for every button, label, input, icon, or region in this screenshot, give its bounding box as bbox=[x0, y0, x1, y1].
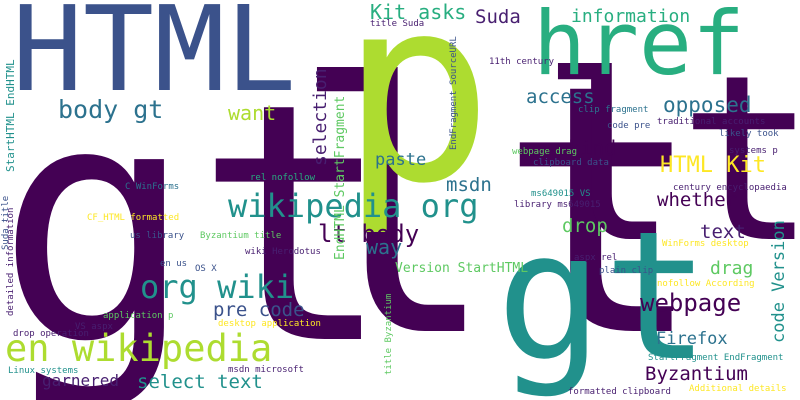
cloud-word: drop bbox=[562, 215, 608, 237]
cloud-word: EndFragment SourceURL bbox=[449, 36, 459, 150]
cloud-word: webpage bbox=[640, 289, 742, 317]
cloud-word: VS aspx bbox=[75, 322, 113, 332]
cloud-word: opposed bbox=[663, 93, 752, 117]
cloud-word: select text bbox=[137, 371, 263, 393]
cloud-word: body gt bbox=[58, 95, 164, 124]
cloud-word: lt bbox=[540, 27, 800, 294]
cloud-word: us library bbox=[130, 231, 185, 241]
cloud-word: plain clip bbox=[599, 266, 654, 276]
cloud-word: drop operation bbox=[13, 329, 89, 339]
cloud-word: clipboard data bbox=[533, 158, 609, 168]
cloud-word: HTML bbox=[12, 0, 297, 118]
cloud-word: drag bbox=[710, 258, 754, 279]
cloud-word: StartFragment EndFragment bbox=[648, 353, 784, 363]
cloud-word: en us bbox=[160, 259, 188, 269]
cloud-word: gt bbox=[0, 33, 394, 400]
cloud-word: p bbox=[340, 0, 494, 240]
cloud-word: paste bbox=[375, 150, 427, 170]
cloud-word: Additional details bbox=[689, 384, 787, 394]
cloud-word: systems p bbox=[729, 146, 778, 156]
cloud-word: detailed information bbox=[6, 207, 16, 316]
cloud-word: ms649015 VS bbox=[531, 189, 591, 199]
cloud-word: lt body bbox=[318, 220, 420, 248]
cloud-word: code pre bbox=[607, 121, 651, 131]
cloud-word: gt bbox=[496, 193, 711, 400]
cloud-word: aspx rel bbox=[574, 253, 618, 263]
cloud-word: rel nofollow bbox=[250, 173, 316, 183]
cloud-word: Firefox bbox=[656, 329, 728, 349]
cloud-word: 11th century bbox=[489, 57, 555, 67]
cloud-word: likely took bbox=[719, 129, 779, 139]
cloud-word: lt bbox=[290, 12, 706, 400]
cloud-word: wikipedia org bbox=[228, 187, 479, 225]
cloud-word: WinForms desktop bbox=[662, 239, 749, 249]
cloud-word: code Version bbox=[769, 220, 789, 343]
cloud-word: way bbox=[366, 235, 403, 259]
cloud-word: wiki Herodotus bbox=[245, 247, 321, 257]
cloud-word: application p bbox=[103, 311, 174, 321]
cloud-word: Linux systems bbox=[8, 366, 79, 376]
cloud-word: kind bbox=[568, 136, 617, 160]
cloud-word: century encyclopaedia bbox=[673, 183, 787, 193]
cloud-word: title Byzantium bbox=[384, 293, 394, 375]
cloud-word: HTML Kit bbox=[660, 153, 766, 178]
cloud-word: Byzantium bbox=[645, 363, 748, 385]
cloud-word: en wikipedia bbox=[5, 327, 273, 370]
cloud-word: library ms649015 bbox=[514, 200, 601, 210]
cloud-word: msdn bbox=[446, 174, 492, 196]
cloud-word: access bbox=[526, 86, 595, 108]
cloud-word: clip fragment bbox=[578, 105, 649, 115]
cloud-word: formatted clipboard bbox=[568, 387, 671, 397]
cloud-word: msdn microsoft bbox=[228, 365, 304, 375]
cloud-word: whether bbox=[657, 189, 738, 211]
cloud-word: CF_HTML formatted bbox=[87, 213, 180, 223]
cloud-word: Version StartHTML bbox=[395, 261, 529, 276]
cloud-word: org wiki bbox=[140, 268, 295, 306]
cloud-word: traditional accounts bbox=[657, 117, 766, 127]
cloud-word: garnered bbox=[42, 371, 120, 390]
cloud-word: OS X bbox=[195, 264, 217, 274]
cloud-word: Suda bbox=[475, 6, 521, 28]
cloud-word: Byzantium title bbox=[200, 231, 282, 241]
cloud-word: desktop application bbox=[218, 319, 321, 329]
cloud-word: webpage drag bbox=[512, 147, 578, 157]
cloud-word: title Suda bbox=[370, 19, 425, 29]
cloud-word: EndHTML StartFragment bbox=[333, 95, 348, 260]
cloud-word: pre code bbox=[213, 299, 305, 321]
cloud-word: C WinForms bbox=[125, 182, 180, 192]
cloud-word: href bbox=[533, 0, 745, 95]
cloud-word: StartHTML EndHTML bbox=[4, 59, 17, 172]
cloud-word: nofollow According bbox=[657, 279, 755, 289]
cloud-word: information bbox=[571, 6, 691, 27]
cloud-word: want bbox=[228, 101, 277, 125]
cloud-word: selection bbox=[310, 68, 331, 166]
cloud-word: Kit asks bbox=[370, 0, 467, 24]
cloud-word: text bbox=[700, 221, 746, 243]
